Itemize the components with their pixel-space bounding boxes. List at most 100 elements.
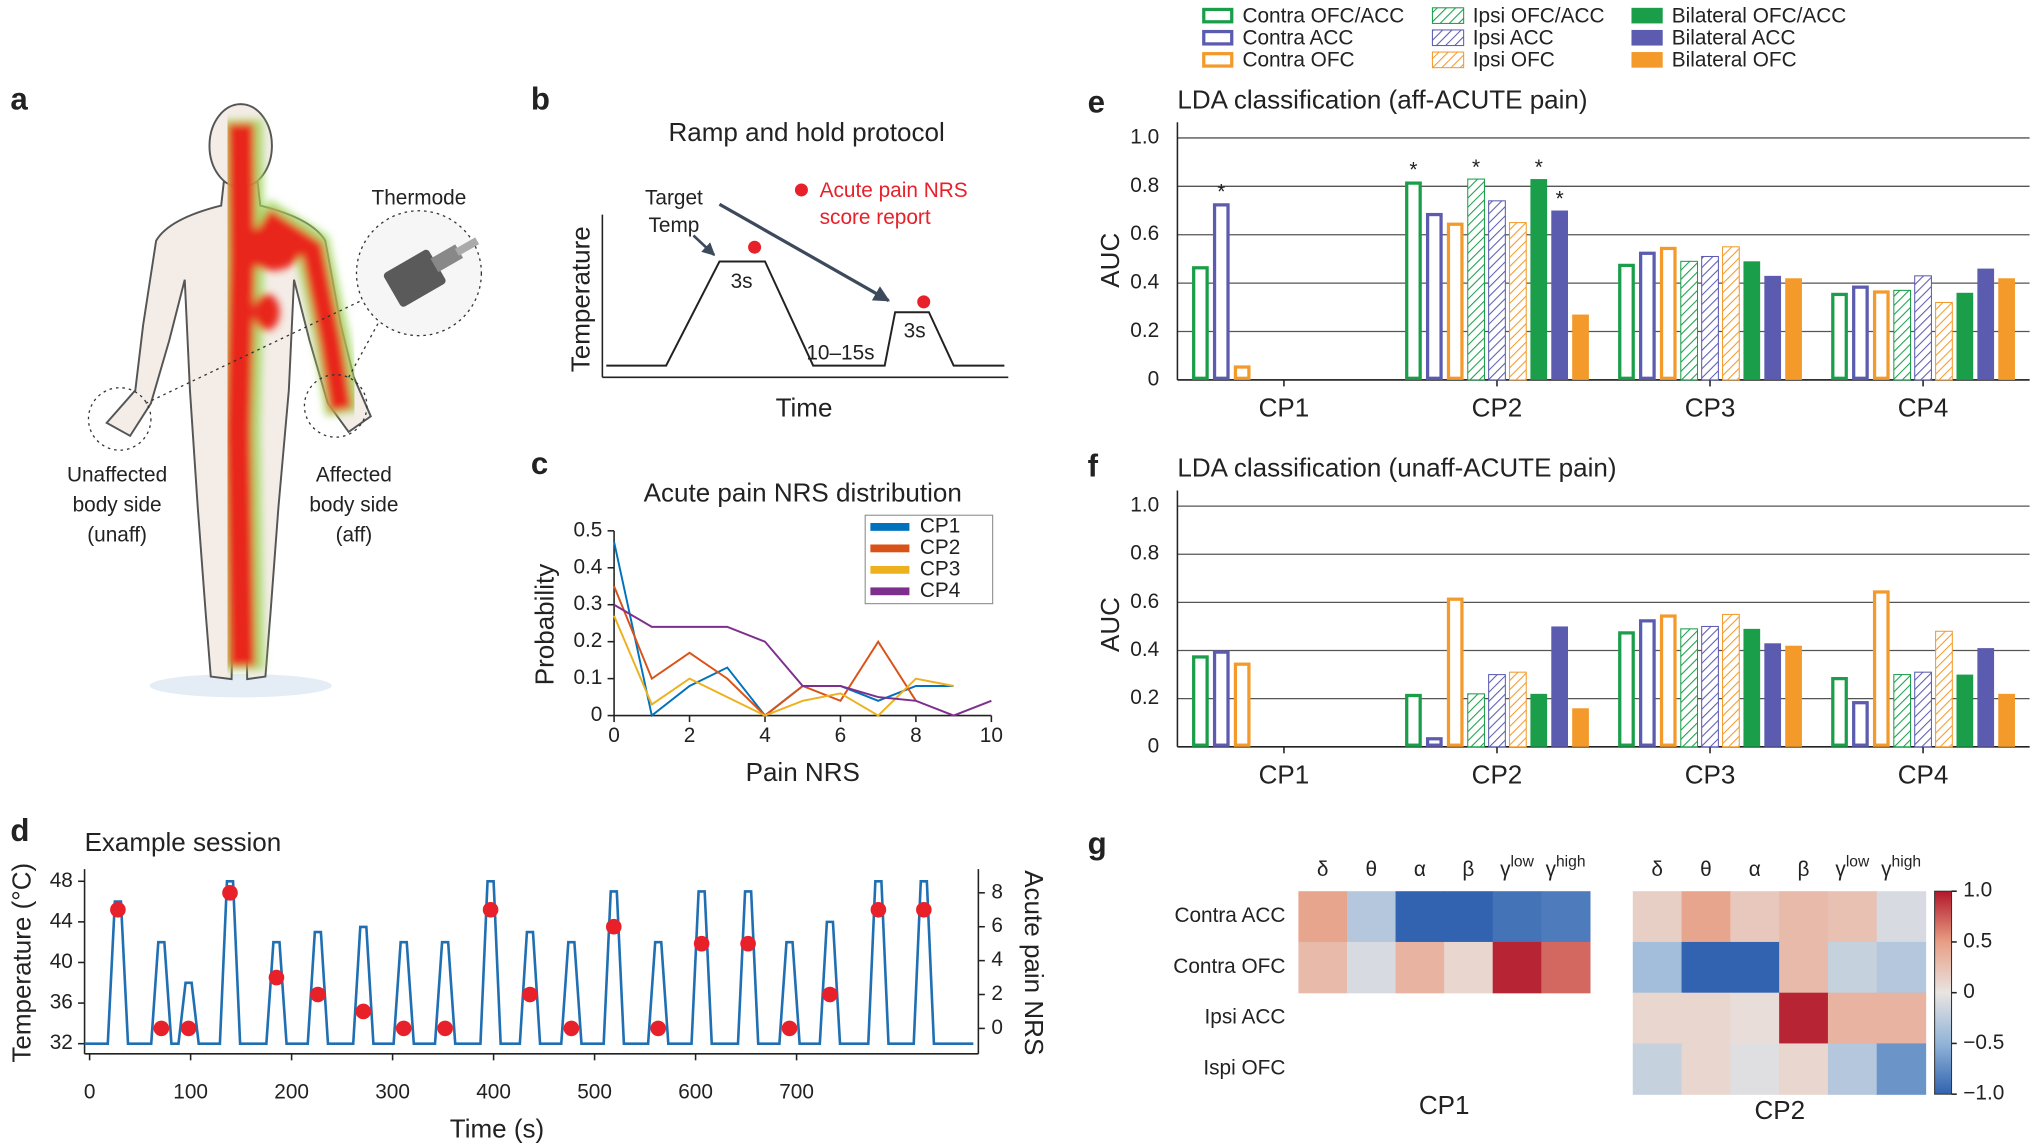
y-tick-label: 32 (50, 1031, 73, 1054)
heatmap-cell (1779, 941, 1829, 994)
connector (145, 298, 365, 404)
y-tick-label: 1.0 (1130, 125, 1159, 148)
heatmap-cell (1876, 1043, 1927, 1095)
legend-label: Bilateral OFC/ACC (1672, 4, 1847, 27)
data-point (310, 986, 326, 1003)
heatmap-cell (1779, 891, 1829, 943)
label: 3s (904, 319, 926, 342)
y-tick-label: 36 (50, 991, 73, 1014)
colorbar-tick-label: −1.0 (1963, 1082, 2004, 1105)
x-tick-label: 300 (375, 1080, 410, 1103)
bar (1639, 619, 1656, 747)
bar (1935, 301, 1953, 381)
data-point (180, 1020, 197, 1037)
bar (1551, 210, 1569, 380)
bar (1956, 674, 1974, 747)
bar (1722, 246, 1740, 381)
title: Ramp and hold protocol (669, 117, 945, 147)
bar (1956, 292, 1974, 380)
heatmap-cell (1492, 891, 1542, 943)
bar (1831, 676, 1848, 747)
legend-swatch (1202, 52, 1234, 68)
bar (1425, 212, 1443, 380)
chart-title: Acute pain NRS distribution (644, 477, 962, 507)
bar (1488, 674, 1506, 748)
bar (1618, 263, 1635, 380)
bar (1425, 737, 1443, 747)
y-tick-label: 0.4 (573, 555, 602, 578)
bar (1743, 261, 1761, 380)
x-tick-label: CP3 (1685, 393, 1736, 423)
heatmap-cell (1827, 891, 1878, 943)
data-line (613, 603, 992, 717)
data-point (268, 969, 285, 986)
y2-tick-label: 8 (991, 880, 1003, 903)
y-tick-label: 0.5 (573, 518, 602, 541)
label: Affected (316, 464, 392, 487)
bar (1872, 290, 1890, 380)
y2-tick-label: 2 (991, 982, 1003, 1005)
heatmap-cell (1444, 891, 1494, 943)
shadow (149, 673, 332, 698)
legend-swatch (1631, 52, 1663, 68)
bar (1764, 643, 1782, 747)
x-tick-label: 2 (684, 724, 696, 747)
significance-mark: * (1472, 156, 1480, 179)
bar (1530, 179, 1548, 380)
bar (1998, 693, 2015, 747)
significance-mark: * (1409, 159, 1417, 182)
panel-label: e (1088, 84, 1105, 119)
legend-swatch (1431, 51, 1465, 69)
panel-label: a (10, 82, 28, 117)
bar (1659, 614, 1677, 747)
column-label: β (1462, 858, 1474, 881)
label: 3s (731, 270, 753, 293)
x-tick-label: CP1 (1259, 760, 1310, 790)
heatmap-cell (1632, 891, 1683, 943)
x-tick-label: 8 (910, 724, 922, 747)
y2-tick-label: 6 (991, 914, 1003, 937)
y-tick-label: 0 (1148, 734, 1160, 757)
x-tick-label: CP4 (1898, 393, 1949, 423)
legend-text: Acute pain NRS (820, 179, 968, 202)
x-tick-label: 0 (84, 1080, 96, 1103)
heatmap-cell (1779, 1043, 1829, 1095)
bar (1192, 655, 1209, 747)
body-illustration: Thermode Unaffected body side (unaff) Af… (67, 103, 483, 698)
y-tick-label: 48 (50, 869, 73, 892)
chart-title: CP2 (1754, 1095, 1805, 1125)
legend-label: Ipsi OFC (1473, 49, 1555, 72)
heatmap-cell (1346, 891, 1397, 943)
heatmap-cell (1876, 941, 1927, 994)
data-point (522, 986, 538, 1003)
bar (1743, 628, 1761, 747)
heatmap-cell (1681, 992, 1732, 1045)
column-label-sup: high (1892, 854, 1922, 871)
legend-swatch (1631, 29, 1663, 46)
significance-mark: * (1535, 156, 1543, 179)
panel-label: f (1088, 449, 1099, 484)
y-tick-label: 44 (50, 909, 73, 932)
row-label: Contra OFC (1173, 955, 1285, 978)
legend-label: Contra ACC (1242, 27, 1353, 50)
label: (unaff) (87, 524, 147, 547)
bar (1914, 275, 1932, 381)
ramp-trace (606, 260, 1005, 367)
y-tick-label: 1.0 (1130, 494, 1159, 517)
bar (1872, 590, 1890, 747)
data-point (222, 885, 238, 901)
legend-text: score report (820, 206, 931, 229)
chart-title: LDA classification (aff-ACUTE pain) (1177, 84, 1587, 114)
report-dot (748, 240, 762, 254)
column-label-sup: low (1510, 854, 1534, 871)
significance-mark: * (1217, 180, 1225, 203)
bar (1680, 628, 1699, 748)
data-point (153, 1020, 170, 1037)
bar (1572, 314, 1589, 380)
column-label: β (1798, 858, 1810, 881)
hand-circle (303, 374, 368, 438)
column-label: δ (1651, 858, 1663, 881)
data-point (870, 901, 887, 918)
bar (1701, 625, 1719, 748)
y-tick-label: 0.2 (1130, 319, 1159, 342)
